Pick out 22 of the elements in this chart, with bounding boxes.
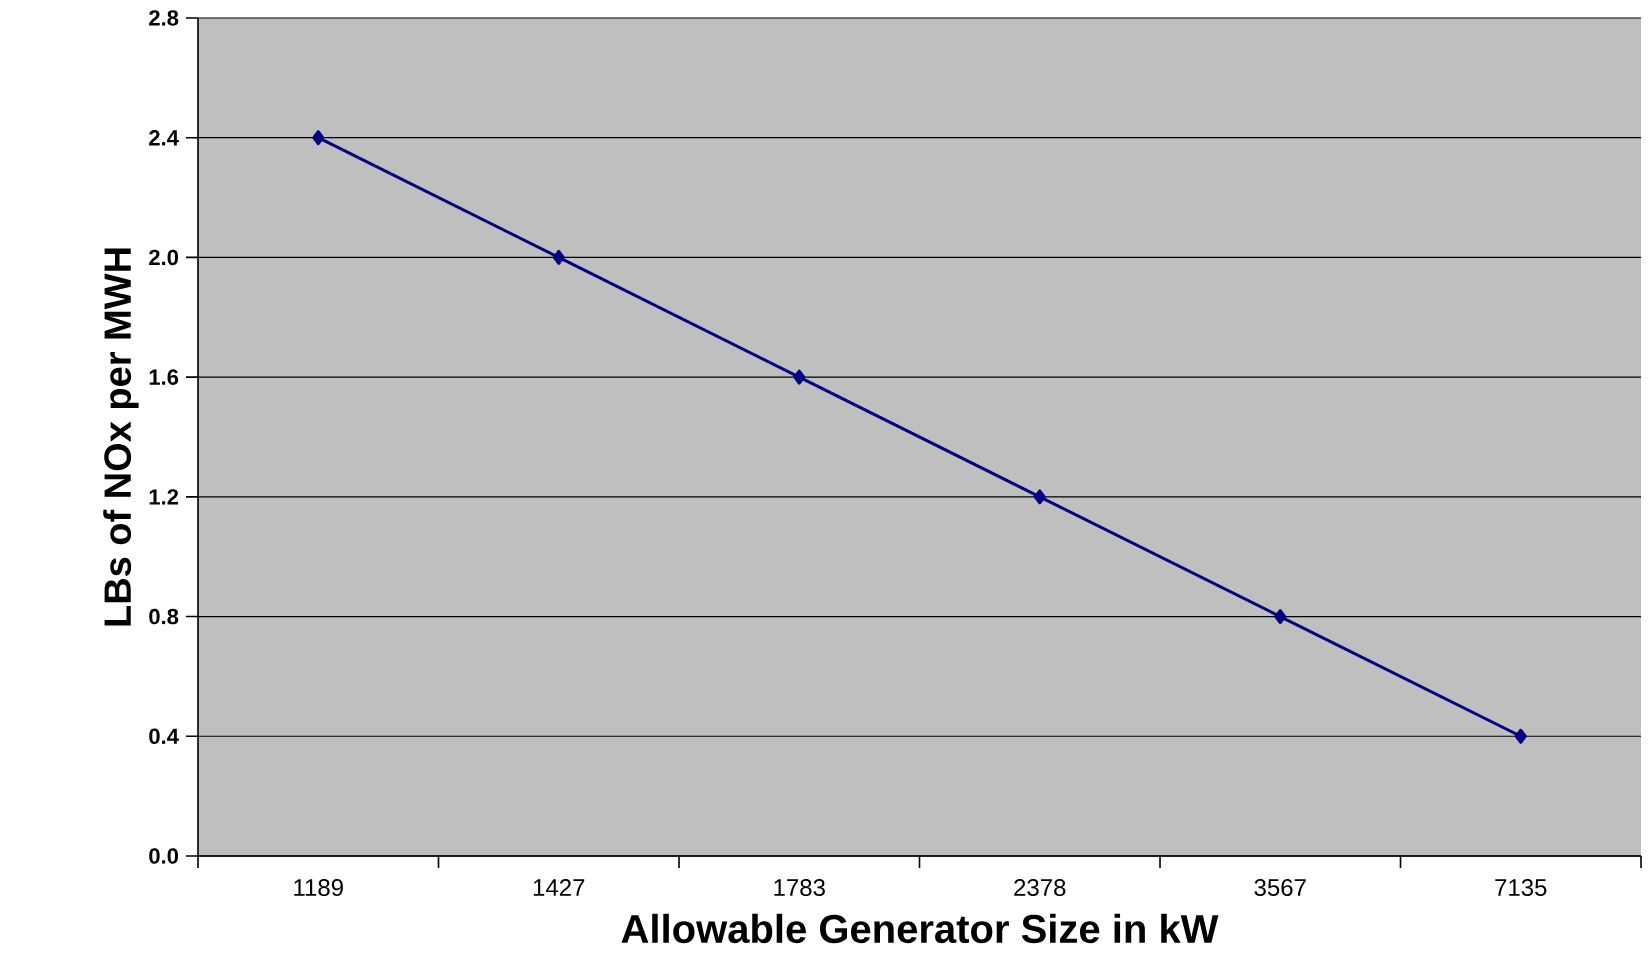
- y-tick-label: 1.6: [149, 369, 179, 385]
- point: [1514, 728, 1527, 744]
- x-tick-label: 3567: [1254, 879, 1306, 897]
- x-tick-label: 1783: [774, 879, 825, 897]
- y-tick-label: 1.2: [149, 489, 179, 505]
- y-tick-label: 2.8: [149, 10, 179, 26]
- point: [552, 249, 565, 265]
- point: [1274, 609, 1287, 625]
- x-axis-title: Allowable Generator Size in kW: [621, 913, 1219, 944]
- point: [1033, 489, 1046, 505]
- x-tick-label: 7135: [1495, 879, 1547, 897]
- point: [793, 369, 806, 385]
- x-tick-label: 1427: [533, 879, 585, 896]
- y-tick-label: 2.4: [149, 130, 179, 146]
- x-tick-label: 1189: [294, 879, 343, 897]
- y-axis-title: LBs of NOx per MWH: [103, 248, 139, 626]
- y-tick-label: 2.0: [149, 249, 179, 266]
- y-tick-label: 0.8: [149, 608, 179, 625]
- point: [312, 130, 325, 146]
- y-tick-label: 0.0: [149, 848, 179, 864]
- x-tick-label: 2378: [1014, 879, 1066, 897]
- y-tick-label: 0.4: [149, 728, 179, 745]
